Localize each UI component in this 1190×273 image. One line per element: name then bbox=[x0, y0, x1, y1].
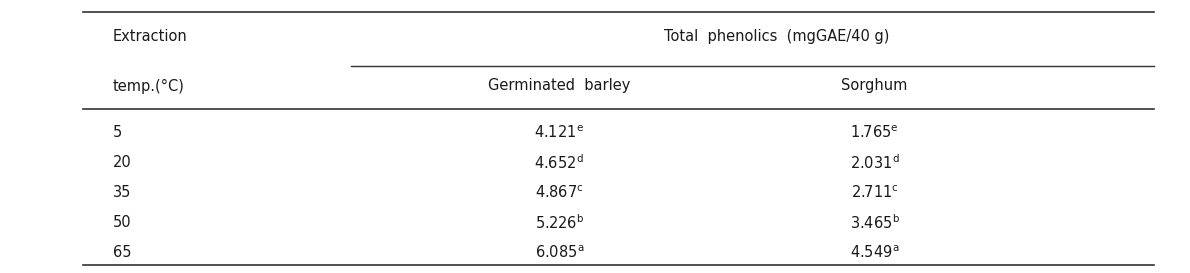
Text: Germinated  barley: Germinated barley bbox=[488, 79, 631, 93]
Text: 1.765$^{\mathregular{e}}$: 1.765$^{\mathregular{e}}$ bbox=[851, 124, 898, 141]
Text: Total  phenolics  (mgGAE/40 g): Total phenolics (mgGAE/40 g) bbox=[664, 29, 889, 44]
Text: 3.465$^{\mathregular{b}}$: 3.465$^{\mathregular{b}}$ bbox=[850, 213, 900, 232]
Text: 4.121$^{\mathregular{e}}$: 4.121$^{\mathregular{e}}$ bbox=[534, 124, 584, 141]
Text: 2.031$^{\mathregular{d}}$: 2.031$^{\mathregular{d}}$ bbox=[850, 153, 900, 172]
Text: 5.226$^{\mathregular{b}}$: 5.226$^{\mathregular{b}}$ bbox=[534, 213, 584, 232]
Text: 50: 50 bbox=[113, 215, 132, 230]
Text: 5: 5 bbox=[113, 125, 123, 140]
Text: 35: 35 bbox=[113, 185, 131, 200]
Text: Sorghum: Sorghum bbox=[841, 79, 908, 93]
Text: 2.711$^{\mathregular{c}}$: 2.711$^{\mathregular{c}}$ bbox=[851, 184, 898, 201]
Text: 4.652$^{\mathregular{d}}$: 4.652$^{\mathregular{d}}$ bbox=[534, 153, 584, 172]
Text: 4.549$^{\mathregular{a}}$: 4.549$^{\mathregular{a}}$ bbox=[850, 244, 900, 261]
Text: Extraction: Extraction bbox=[113, 29, 188, 44]
Text: 65: 65 bbox=[113, 245, 132, 260]
Text: 6.085$^{\mathregular{a}}$: 6.085$^{\mathregular{a}}$ bbox=[534, 244, 584, 261]
Text: 4.867$^{\mathregular{c}}$: 4.867$^{\mathregular{c}}$ bbox=[536, 184, 583, 201]
Text: temp.(°C): temp.(°C) bbox=[113, 78, 184, 94]
Text: 20: 20 bbox=[113, 155, 132, 170]
